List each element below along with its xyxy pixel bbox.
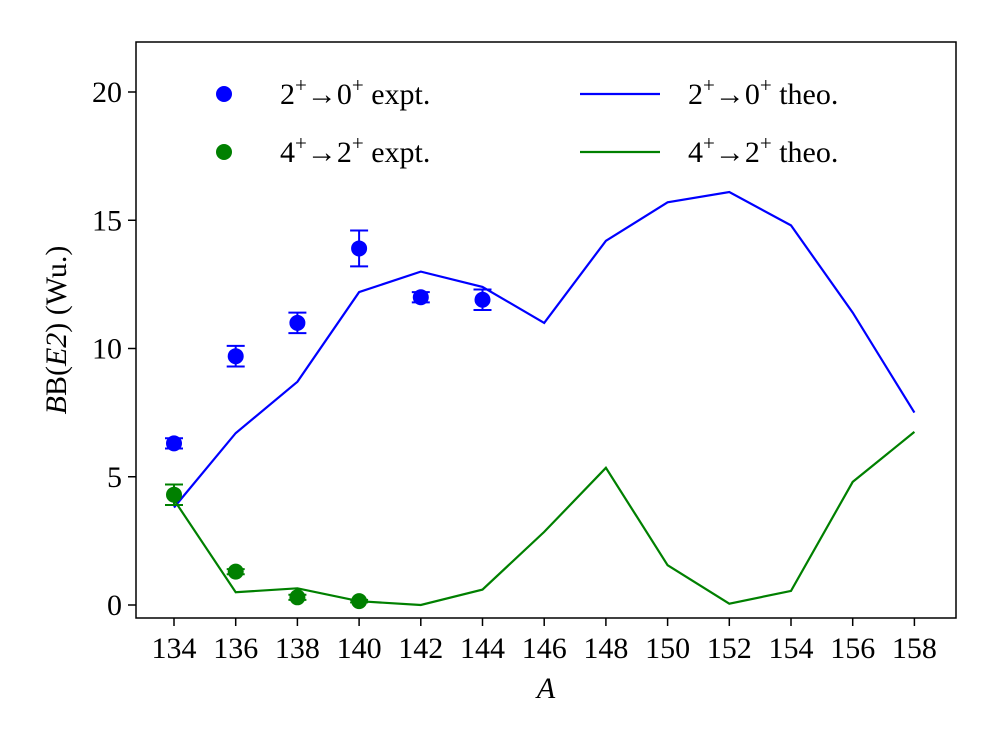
legend-marker [216, 86, 232, 102]
y-axis: 0 5 10 15 20 [92, 76, 136, 622]
x-tick-label: 150 [645, 632, 690, 665]
x-tick-label: 134 [152, 632, 197, 665]
x-tick-label: 146 [522, 632, 567, 665]
legend-entry-label: 4+→2+ theo. [688, 131, 838, 169]
data-point [289, 589, 306, 606]
y-tick-label: 10 [92, 333, 122, 366]
x-tick-label: 144 [460, 632, 505, 665]
x-tick-label: 158 [892, 632, 937, 665]
x-axis: 134 136 138 140 142 144 146 148 150 152 154 156 158 [152, 618, 937, 665]
data-point [351, 593, 368, 610]
y-axis-title-part-close: ) (Wu.) [40, 246, 73, 333]
y-tick-label: 20 [92, 76, 122, 109]
y-tick-label: 5 [107, 461, 122, 494]
data-point [166, 435, 182, 452]
y-axis-title-part-e2: E2 [40, 333, 73, 367]
data-point [412, 289, 429, 306]
x-tick-label: 156 [830, 632, 875, 665]
x-axis-title: A [535, 672, 556, 705]
plot-frame [135, 41, 957, 619]
data-point [227, 348, 244, 365]
x-tick-label: 136 [213, 632, 258, 665]
legend-marker [216, 144, 232, 160]
y-tick-label: 15 [92, 204, 122, 237]
legend: 2+→0+ expt. 4+→2+ expt. 2+→0+ theo. 4+→2+ t… [216, 73, 838, 169]
x-tick-label: 138 [275, 632, 320, 665]
data-point [289, 314, 306, 331]
data-point [227, 563, 244, 580]
plot-area [165, 190, 916, 610]
y-tick-label: 0 [107, 589, 122, 622]
data-point [474, 291, 491, 308]
data-point [166, 486, 182, 503]
x-tick-label: 148 [583, 632, 628, 665]
legend-entry-label: 2+→0+ expt. [280, 73, 430, 111]
y-axis-title: BB(E2) (Wu.) [40, 246, 73, 415]
legend-entry-label: 4+→2+ expt. [280, 131, 430, 169]
x-tick-label: 154 [769, 632, 814, 665]
y-axis-title-b: B [40, 396, 73, 414]
data-point [351, 240, 368, 257]
series-line-3 [173, 431, 916, 607]
x-tick-label: 152 [707, 632, 752, 665]
series-line-2 [173, 190, 916, 509]
x-tick-label: 142 [398, 632, 443, 665]
legend-entry-label: 2+→0+ theo. [688, 73, 838, 111]
x-tick-label: 140 [337, 632, 382, 665]
y-axis-title-part-open: B( [40, 366, 73, 396]
